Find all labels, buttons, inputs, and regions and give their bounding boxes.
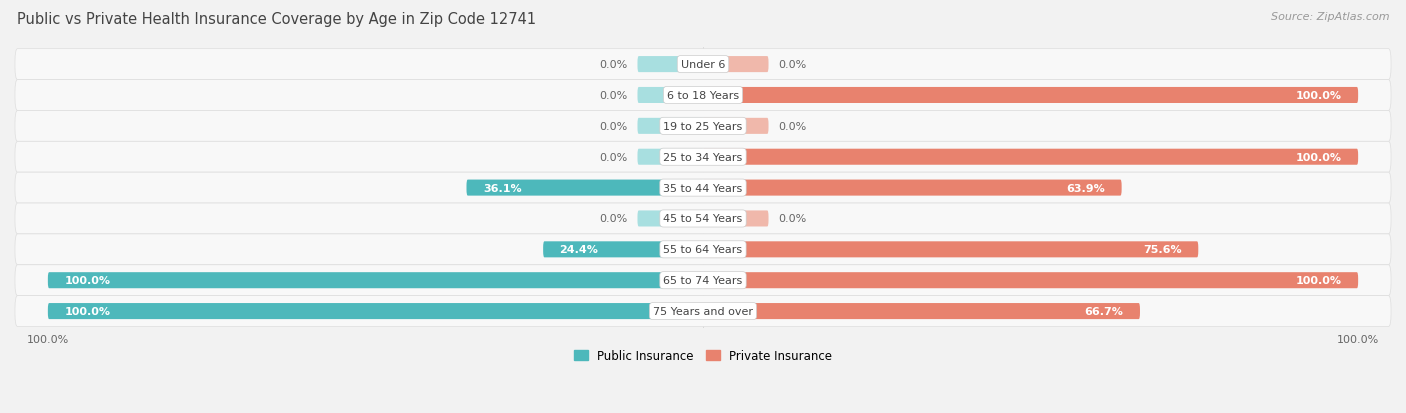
Text: 25 to 34 Years: 25 to 34 Years — [664, 152, 742, 162]
Text: 0.0%: 0.0% — [779, 121, 807, 131]
FancyBboxPatch shape — [637, 119, 703, 135]
Text: 63.9%: 63.9% — [1067, 183, 1105, 193]
Text: 65 to 74 Years: 65 to 74 Years — [664, 275, 742, 285]
FancyBboxPatch shape — [48, 303, 703, 319]
Legend: Public Insurance, Private Insurance: Public Insurance, Private Insurance — [569, 345, 837, 367]
Text: 35 to 44 Years: 35 to 44 Years — [664, 183, 742, 193]
FancyBboxPatch shape — [703, 242, 1198, 258]
FancyBboxPatch shape — [703, 119, 769, 135]
Text: 100.0%: 100.0% — [1296, 275, 1341, 285]
Text: 100.0%: 100.0% — [65, 275, 110, 285]
FancyBboxPatch shape — [15, 296, 1391, 327]
Text: Under 6: Under 6 — [681, 60, 725, 70]
Text: 100.0%: 100.0% — [1296, 91, 1341, 101]
FancyBboxPatch shape — [15, 173, 1391, 204]
FancyBboxPatch shape — [467, 180, 703, 196]
FancyBboxPatch shape — [703, 150, 1358, 165]
Text: 36.1%: 36.1% — [482, 183, 522, 193]
FancyBboxPatch shape — [703, 57, 769, 73]
FancyBboxPatch shape — [15, 234, 1391, 265]
FancyBboxPatch shape — [637, 88, 703, 104]
Text: Source: ZipAtlas.com: Source: ZipAtlas.com — [1271, 12, 1389, 22]
Text: 66.7%: 66.7% — [1084, 306, 1123, 316]
FancyBboxPatch shape — [15, 50, 1391, 81]
FancyBboxPatch shape — [703, 211, 769, 227]
Text: 19 to 25 Years: 19 to 25 Years — [664, 121, 742, 131]
FancyBboxPatch shape — [703, 180, 1122, 196]
FancyBboxPatch shape — [637, 57, 703, 73]
FancyBboxPatch shape — [703, 88, 1358, 104]
FancyBboxPatch shape — [703, 303, 1140, 319]
FancyBboxPatch shape — [15, 204, 1391, 234]
Text: 55 to 64 Years: 55 to 64 Years — [664, 245, 742, 255]
Text: 0.0%: 0.0% — [599, 152, 627, 162]
FancyBboxPatch shape — [637, 211, 703, 227]
Text: 0.0%: 0.0% — [599, 60, 627, 70]
Text: 100.0%: 100.0% — [65, 306, 110, 316]
Text: 24.4%: 24.4% — [560, 245, 599, 255]
Text: 75.6%: 75.6% — [1143, 245, 1182, 255]
FancyBboxPatch shape — [637, 150, 703, 165]
Text: 6 to 18 Years: 6 to 18 Years — [666, 91, 740, 101]
FancyBboxPatch shape — [15, 111, 1391, 142]
FancyBboxPatch shape — [48, 273, 703, 289]
Text: 45 to 54 Years: 45 to 54 Years — [664, 214, 742, 224]
Text: 0.0%: 0.0% — [779, 214, 807, 224]
Text: 0.0%: 0.0% — [599, 214, 627, 224]
FancyBboxPatch shape — [703, 273, 1358, 289]
Text: 0.0%: 0.0% — [599, 91, 627, 101]
FancyBboxPatch shape — [15, 142, 1391, 173]
Text: 100.0%: 100.0% — [1296, 152, 1341, 162]
FancyBboxPatch shape — [15, 265, 1391, 296]
FancyBboxPatch shape — [543, 242, 703, 258]
Text: Public vs Private Health Insurance Coverage by Age in Zip Code 12741: Public vs Private Health Insurance Cover… — [17, 12, 536, 27]
FancyBboxPatch shape — [15, 81, 1391, 111]
Text: 0.0%: 0.0% — [599, 121, 627, 131]
Text: 75 Years and over: 75 Years and over — [652, 306, 754, 316]
Text: 0.0%: 0.0% — [779, 60, 807, 70]
